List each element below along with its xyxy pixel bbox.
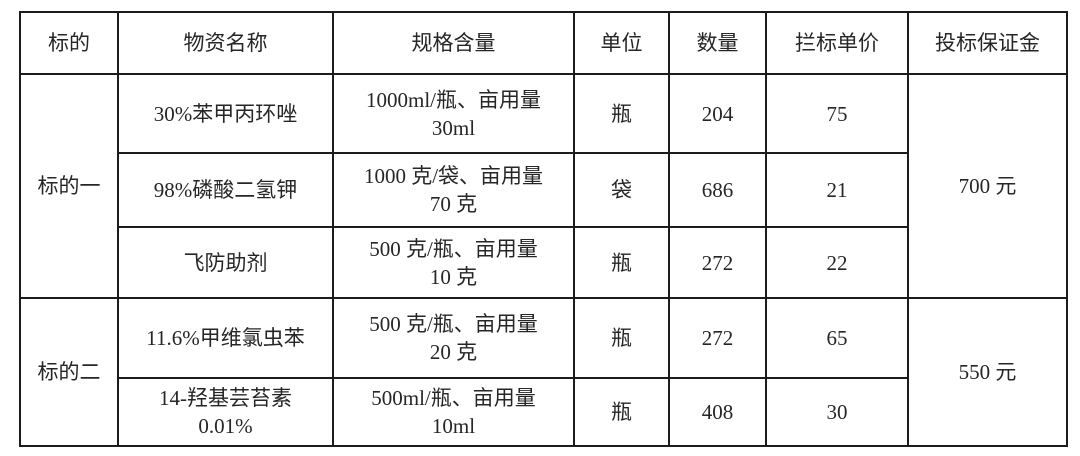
material-name: 30%苯甲丙环唑 [117,73,334,154]
col-header-unit: 单位 [573,11,670,75]
quantity: 204 [668,73,767,154]
bid-deposit: 700 元 [907,73,1068,299]
spec: 500ml/瓶、亩用量 10ml [332,377,575,447]
ceiling-price: 75 [765,73,909,154]
spec: 500 克/瓶、亩用量 10 克 [332,226,575,299]
spec-line: 10ml [431,414,476,438]
spec-line: 10 克 [429,264,478,289]
table-row: 14-羟基芸苔素 0.01% 500ml/瓶、亩用量 10ml 瓶 408 30 [20,377,1067,447]
bid-items-table: 标的 物资名称 规格含量 单位 数量 拦标单价 投标保证金 标的一 30%苯甲丙… [19,11,1068,447]
ceiling-price: 65 [765,297,909,379]
spec-line: 500ml/瓶、亩用量 [371,386,536,410]
spec-line: 30ml [431,115,476,140]
material-name: 11.6%甲维氯虫苯 [117,297,334,379]
col-header-bid-deposit: 投标保证金 [907,11,1068,75]
material-name-line: 11.6%甲维氯虫苯 [146,326,305,350]
header-row: 标的 物资名称 规格含量 单位 数量 拦标单价 投标保证金 [19,11,1068,75]
spec: 1000 克/袋、亩用量 70 克 [332,152,575,228]
unit: 瓶 [573,377,670,447]
col-header-material-name: 物资名称 [117,11,334,75]
table-row: 标的二 11.6%甲维氯虫苯 500 克/瓶、亩用量 20 克 瓶 272 65… [19,297,1068,447]
lot-label: 标的一 [19,73,119,299]
ceiling-price: 21 [765,152,909,228]
quantity: 272 [668,226,767,299]
material-name-line: 98%磷酸二氢钾 [153,178,298,202]
spec-line: 500 克/瓶、亩用量 [369,236,538,261]
material-name-line: 30%苯甲丙环唑 [153,101,298,126]
unit: 袋 [573,152,670,228]
quantity: 272 [668,297,767,379]
unit: 瓶 [573,297,670,379]
ceiling-price: 22 [765,226,909,299]
col-header-lot: 标的 [19,11,119,75]
material-name-line: 14-羟基芸苔素 [159,386,292,410]
spec-line: 1000ml/瓶、亩用量 [365,87,541,112]
spec-line: 1000 克/袋、亩用量 [363,164,544,188]
spec: 1000ml/瓶、亩用量 30ml [332,73,575,154]
quantity: 686 [668,152,767,228]
table-row: 98%磷酸二氢钾 1000 克/袋、亩用量 70 克 袋 686 21 [20,152,1067,228]
unit: 瓶 [573,226,670,299]
material-name-line: 飞防助剂 [183,250,268,275]
material-name-line: 0.01% [198,414,253,438]
spec-line: 20 克 [429,340,478,364]
col-header-quantity: 数量 [668,11,767,75]
spec-line: 70 克 [429,192,478,216]
spec: 500 克/瓶、亩用量 20 克 [332,297,575,379]
col-header-spec: 规格含量 [332,11,575,75]
lot-label: 标的二 [19,297,119,447]
col-header-ceiling-price: 拦标单价 [765,11,909,75]
material-name: 14-羟基芸苔素 0.01% [117,377,334,447]
quantity: 408 [668,377,767,447]
material-name: 98%磷酸二氢钾 [117,152,334,228]
ceiling-price: 30 [765,377,909,447]
bid-deposit: 550 元 [907,297,1068,447]
table-row: 飞防助剂 500 克/瓶、亩用量 10 克 瓶 272 22 [20,226,1067,299]
table-row: 标的一 30%苯甲丙环唑 1000ml/瓶、亩用量 30ml 瓶 204 75 … [19,73,1068,299]
unit: 瓶 [573,73,670,154]
material-name: 飞防助剂 [117,226,334,299]
spec-line: 500 克/瓶、亩用量 [369,312,538,336]
